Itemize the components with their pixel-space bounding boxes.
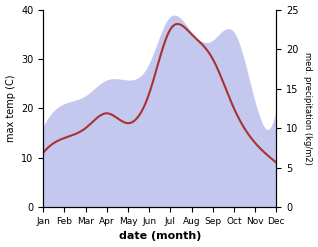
Y-axis label: max temp (C): max temp (C)	[5, 75, 16, 142]
Y-axis label: med. precipitation (kg/m2): med. precipitation (kg/m2)	[303, 52, 313, 165]
X-axis label: date (month): date (month)	[119, 231, 201, 242]
